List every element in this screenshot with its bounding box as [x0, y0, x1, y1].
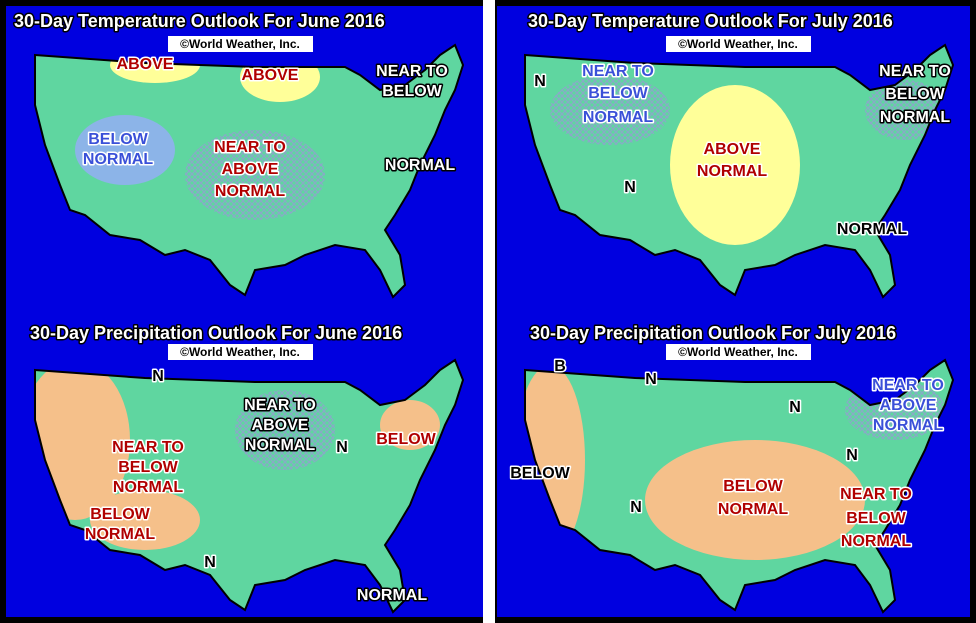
credit-box	[168, 36, 313, 52]
region-label: BELOW	[118, 459, 178, 476]
region-label: N	[630, 499, 642, 516]
map	[524, 44, 954, 298]
region-label: BELOW	[376, 431, 436, 448]
credit-box	[666, 344, 811, 360]
region-label: N	[789, 399, 801, 416]
region-label: ABOVE	[252, 417, 309, 434]
region-label: NORMAL	[880, 109, 950, 126]
region-label: NORMAL	[583, 109, 653, 126]
region-label: BELOW	[382, 83, 442, 100]
title: 30-Day Precipitation Outlook For July 20…	[530, 323, 896, 343]
region-label: N	[846, 447, 858, 464]
region-label: NEAR TO	[244, 397, 316, 414]
region-label: NEAR TO	[112, 439, 184, 456]
region-label: NORMAL	[718, 501, 788, 518]
credit-box	[168, 344, 313, 360]
region-label: NORMAL	[245, 437, 315, 454]
region-label: ABOVE	[880, 397, 937, 414]
region-label: ABOVE	[222, 161, 279, 178]
region-label: N	[534, 73, 546, 90]
region-label: ABOVE	[117, 56, 174, 73]
region-label: NORMAL	[357, 587, 427, 604]
region-label: NORMAL	[841, 533, 911, 550]
credit: ©World Weather, Inc.	[180, 37, 300, 51]
region-label: N	[152, 368, 164, 385]
region-label: BELOW	[588, 85, 648, 102]
region-label: NORMAL	[113, 479, 183, 496]
title: 30-Day Precipitation Outlook For June 20…	[30, 323, 402, 343]
region-label: BELOW	[90, 506, 150, 523]
title: 30-Day Temperature Outlook For June 2016	[14, 11, 385, 31]
region-label: BELOW	[885, 86, 945, 103]
region-label: BELOW	[88, 131, 148, 148]
region-label: NEAR TO	[840, 486, 912, 503]
region-label: NORMAL	[215, 183, 285, 200]
region-label: NEAR TO	[376, 63, 448, 80]
region-label: ABOVE	[242, 67, 299, 84]
region-label: NEAR TO	[582, 63, 654, 80]
region-label: ABOVE	[704, 141, 761, 158]
region-label: NORMAL	[83, 151, 153, 168]
region-label: NEAR TO	[879, 63, 951, 80]
divider	[483, 0, 495, 623]
region-label: BELOW	[846, 510, 906, 527]
region-label: N	[624, 179, 636, 196]
credit: ©World Weather, Inc.	[180, 345, 300, 359]
region-label: NEAR TO	[872, 377, 944, 394]
region-label: BELOW	[723, 478, 783, 495]
region-label: NORMAL	[385, 157, 455, 174]
region-label: NORMAL	[697, 163, 767, 180]
region-label: NORMAL	[85, 526, 155, 543]
credit-box	[666, 36, 811, 52]
region-label: B	[554, 358, 566, 375]
title: 30-Day Temperature Outlook For July 2016	[528, 11, 893, 31]
region-label: NORMAL	[873, 417, 943, 434]
credit: ©World Weather, Inc.	[678, 345, 798, 359]
region-label: BELOW	[510, 465, 570, 482]
credit: ©World Weather, Inc.	[678, 37, 798, 51]
region-label: N	[336, 439, 348, 456]
region-label: N	[204, 554, 216, 571]
region-label: NORMAL	[837, 221, 907, 238]
region-label: N	[645, 371, 657, 388]
region-label: NEAR TO	[214, 139, 286, 156]
